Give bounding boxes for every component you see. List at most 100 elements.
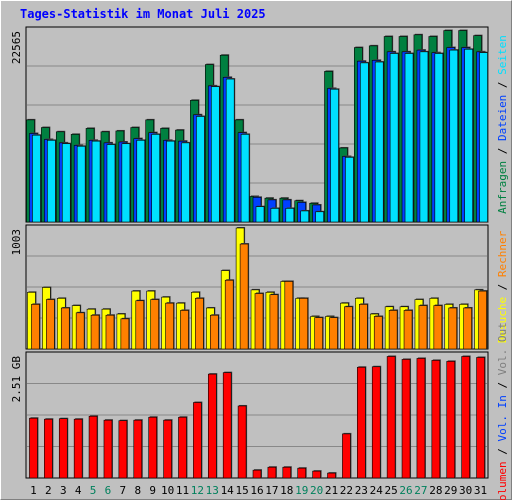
bar-seiten-day-5	[91, 140, 101, 223]
bar-volumen-day-17	[267, 466, 277, 479]
bar-volumen-day-4	[73, 418, 83, 479]
x-tick-label-day-30: 30	[459, 484, 472, 497]
legend-entry: Rechner	[496, 230, 509, 283]
x-tick-label-day-14: 14	[221, 484, 235, 497]
bar-volumen-day-29	[446, 361, 456, 479]
legend-entry: Seiten	[496, 35, 509, 81]
legend-entry: /	[496, 81, 509, 94]
bar-seiten-day-12	[196, 116, 205, 223]
x-tick-label-day-3: 3	[60, 484, 67, 497]
bar-seiten-day-17	[270, 208, 280, 223]
x-tick-label-day-26: 26	[399, 484, 412, 497]
bar-seiten-day-21	[330, 88, 339, 223]
bar-seiten-day-29	[449, 49, 459, 223]
bar-rechner-day-16	[254, 293, 264, 350]
bar-seiten-day-16	[255, 206, 265, 223]
bar-rechner-day-12	[195, 298, 204, 350]
bar-rechner-day-4	[75, 312, 85, 350]
bar-seiten-day-23	[360, 62, 369, 223]
bar-rechner-day-6	[105, 314, 115, 350]
bar-seiten-day-15	[240, 134, 250, 223]
bar-rechner-day-24	[373, 316, 383, 350]
bar-seiten-day-1	[32, 134, 41, 223]
bar-volumen-day-21	[327, 472, 336, 479]
bar-volumen-day-26	[401, 359, 411, 479]
bar-volumen-day-18	[282, 466, 292, 479]
legend-entry: Dateien	[496, 95, 509, 148]
x-tick-label-day-20: 20	[310, 484, 323, 497]
bar-volumen-day-16	[252, 469, 262, 479]
bar-seiten-day-9	[151, 134, 160, 223]
x-tick-label-day-28: 28	[429, 484, 442, 497]
x-tick-label-day-31: 31	[474, 484, 487, 497]
bar-seiten-day-8	[136, 140, 146, 223]
chart-title: Tages-Statistik im Monat Juli 2025	[20, 7, 266, 21]
bar-volumen-day-22	[342, 433, 351, 479]
bar-seiten-day-3	[61, 143, 71, 223]
legend-entry: /	[496, 448, 509, 461]
bar-rechner-day-28	[433, 305, 443, 350]
bar-seiten-day-19	[300, 210, 310, 223]
bar-seiten-day-13	[210, 86, 220, 223]
x-tick-label-day-22: 22	[340, 484, 353, 497]
x-tick-label-day-16: 16	[250, 484, 263, 497]
bar-volumen-day-30	[461, 356, 470, 479]
bar-volumen-day-6	[103, 419, 113, 479]
bar-volumen-day-9	[148, 416, 157, 479]
bar-rechner-day-13	[209, 314, 219, 350]
x-tick-label-day-12: 12	[191, 484, 204, 497]
legend-entry: /	[496, 284, 509, 297]
bar-rechner-day-25	[388, 310, 398, 350]
bar-volumen-day-23	[357, 366, 366, 479]
bar-seiten-day-25	[389, 53, 399, 223]
bar-rechner-day-11	[180, 310, 189, 350]
bar-volumen-day-10	[163, 419, 172, 479]
bar-rechner-day-19	[299, 298, 309, 350]
bar-rechner-day-2	[46, 299, 55, 350]
bar-volumen-day-2	[44, 418, 53, 479]
bar-rechner-day-3	[60, 307, 70, 350]
panel-visits-legend: Besuche / Rechner	[496, 230, 509, 343]
bar-rechner-day-5	[90, 314, 100, 350]
bar-rechner-day-26	[403, 310, 413, 350]
bar-seiten-day-6	[106, 144, 116, 223]
x-tick-label-day-4: 4	[75, 484, 82, 497]
panel-volume-ymax-label: 2.51 GB	[10, 356, 23, 403]
bar-seiten-day-7	[121, 143, 131, 223]
bar-rechner-day-20	[314, 317, 323, 350]
bar-seiten-day-4	[76, 145, 86, 223]
x-tick-label-day-27: 27	[414, 484, 427, 497]
bar-rechner-day-14	[224, 279, 234, 350]
x-tick-label-day-18: 18	[280, 484, 293, 497]
x-tick-label-day-11: 11	[176, 484, 189, 497]
bar-volumen-day-11	[178, 416, 187, 479]
bar-seiten-day-10	[166, 140, 175, 223]
bar-rechner-day-9	[150, 299, 159, 350]
bar-rechner-day-18	[284, 281, 294, 350]
x-tick-label-day-19: 19	[295, 484, 308, 497]
bar-volumen-day-1	[29, 417, 38, 479]
bar-volumen-day-12	[193, 402, 202, 479]
panel-hits-ymax-label: 22565	[10, 31, 23, 64]
x-tick-label-day-29: 29	[444, 484, 457, 497]
bar-seiten-day-30	[464, 48, 473, 223]
x-tick-label-day-2: 2	[45, 484, 52, 497]
bar-volumen-day-3	[58, 418, 68, 479]
legend-entry: Anfragen	[496, 161, 509, 214]
panel-hits-legend: Anfragen / Dateien / Seiten	[496, 35, 509, 214]
x-tick-label-day-23: 23	[355, 484, 368, 497]
x-tick-label-day-7: 7	[120, 484, 127, 497]
bar-volumen-day-27	[416, 358, 426, 479]
bar-seiten-day-31	[479, 52, 488, 223]
x-tick-label-day-21: 21	[325, 484, 338, 497]
bar-rechner-day-30	[463, 307, 472, 350]
legend-entry: Vol. Out	[496, 322, 509, 382]
bar-volumen-day-13	[207, 373, 217, 479]
bar-volumen-day-7	[118, 420, 128, 479]
bar-rechner-day-29	[448, 307, 458, 350]
bar-rechner-day-10	[165, 302, 174, 350]
bar-volumen-day-5	[88, 415, 98, 479]
bar-seiten-day-11	[181, 142, 190, 223]
bar-rechner-day-23	[359, 304, 368, 350]
bar-rechner-day-27	[418, 305, 428, 350]
